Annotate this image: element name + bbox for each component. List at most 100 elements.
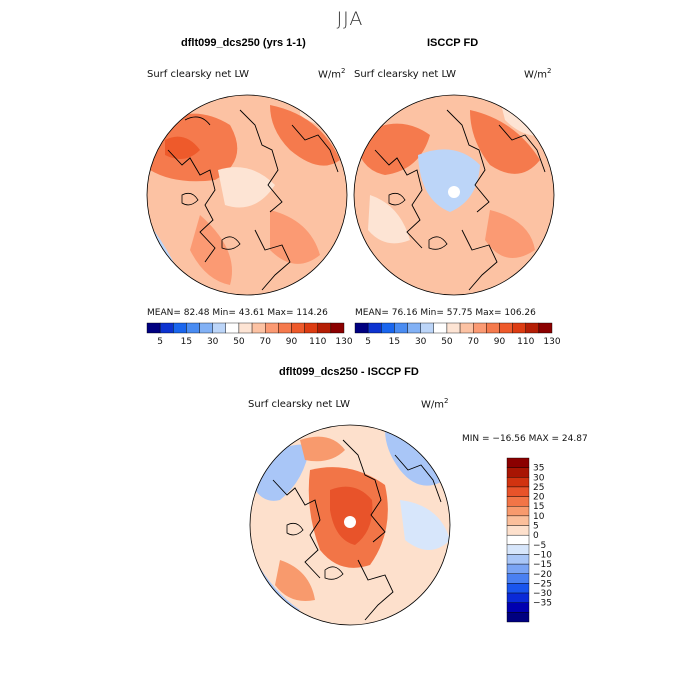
panel1-colorbar-tick-label: 130 [335,337,352,347]
panel2-colorbar-swatch [420,322,434,334]
panel1-stats: MEAN= 82.48 Min= 43.61 Max= 114.26 [147,308,328,318]
panel3-colorbar-swatch [506,467,530,478]
panel2-colorbar-swatch [367,322,382,334]
panel3-colorbar-tick-label: 10 [533,512,545,522]
panel1-colorbar: 5 15 30 50 70 90 110 130 [146,322,353,347]
panel2-colorbar-swatch [499,322,513,334]
panel2-colorbar-swatch [354,322,369,334]
panel1-colorbar-swatch [317,322,332,334]
panel3-colorbar-tick-label: −20 [533,570,552,580]
panel2-colorbar-swatch [538,322,553,334]
panel3-map-border [249,424,451,626]
panel1-colorbar-swatch [251,322,266,334]
panel1-colorbar-swatch [278,322,292,334]
panel3-colorbar-tick-label: 0 [533,531,539,541]
panel3-colorbar-swatch [506,554,530,565]
panel1-colorbar-swatch [330,322,345,334]
panel1-colorbar-tick-label: 5 [157,337,163,347]
panel3-colorbar-tick-label: −25 [533,579,552,589]
panel2-colorbar-tick-label: 90 [494,337,506,347]
panel3-colorbar-swatch [506,563,530,574]
panel1-map-border [146,94,348,296]
panel1-colorbar-swatch [291,322,305,334]
panel3-colorbar-swatch [506,506,530,517]
panel1-colorbar-swatch [186,322,200,334]
panel3-title: dflt099_dcs250 - ISCCP FD [279,366,419,378]
panel2-map-border [353,94,555,296]
panel1-colorbar-swatch [225,322,240,334]
panel1-colorbar-swatch [265,322,279,334]
panel1-title: dflt099_dcs250 (yrs 1-1) [181,37,306,49]
panel1-colorbar-tick-label: 110 [309,337,326,347]
panel3-colorbar-tick-label: 30 [533,473,545,483]
panel3-units: W/m2 [421,397,449,411]
panel2-colorbar-swatch [446,322,461,334]
panel2-title: ISCCP FD [427,37,479,49]
panel2-colorbar-swatch [512,322,526,334]
panel2-colorbar-swatch [459,322,474,334]
panel3-colorbar-tick-label: −35 [533,599,552,609]
panel3-colorbar-swatch [506,525,530,536]
panel3-colorbar-swatch [506,544,530,555]
panel3-variable: Surf clearsky net LW [248,399,351,410]
panel2-colorbar-tick-label: 15 [389,337,400,347]
panel3-colorbar-tick-label: 15 [533,502,544,512]
panel1-colorbar-swatch [238,322,253,334]
panel2-colorbar-tick-label: 5 [365,337,371,347]
panel2-colorbar-tick-label: 30 [415,337,427,347]
panel3-colorbar-tick-label: −10 [533,550,552,560]
panel1-variable: Surf clearsky net LW [147,69,250,80]
panel2-colorbar-swatch [473,322,487,334]
panel1-colorbar-tick-label: 15 [181,337,192,347]
panel3-map [250,425,450,625]
panel3-colorbar-swatch [506,534,530,546]
panel2-colorbar-swatch [394,322,408,334]
panel2-colorbar-swatch [525,322,540,334]
panel1-colorbar-swatch [212,322,227,334]
panel3-colorbar-swatch [506,602,530,613]
panel3-colorbar-tick-label: 35 [533,464,544,474]
panel1-colorbar-tick-label: 30 [207,337,219,347]
panel3-stats: MIN = −16.56 MAX = 24.87 [462,434,588,444]
panel3-colorbar-tick-label: 20 [533,493,545,503]
panel2-colorbar-tick-label: 70 [467,337,479,347]
panel3-colorbar-swatch [506,573,530,584]
panel2-map [354,95,554,295]
panel2-colorbar-swatch [433,322,448,334]
panel3-colorbar-swatch [506,486,530,497]
panel3-colorbar-swatch [506,496,530,507]
panel3-colorbar-swatch [506,477,530,488]
panel1-colorbar-swatch [159,322,174,334]
panel1-colorbar-swatch [146,322,161,334]
panel3-colorbar-tick-label: −5 [533,541,546,551]
panel3-colorbar-swatch [506,583,530,594]
panel1-colorbar-tick-label: 50 [233,337,245,347]
panel1-colorbar-tick-label: 90 [286,337,298,347]
panel2-colorbar-swatch [407,322,421,334]
panel2-variable: Surf clearsky net LW [354,69,457,80]
panel1-colorbar-tick-label: 70 [259,337,271,347]
panel2-stats: MEAN= 76.16 Min= 57.75 Max= 106.26 [355,308,536,318]
panel1-colorbar-swatch [304,322,318,334]
panel3-colorbar-swatch [506,515,530,526]
panel2-colorbar-swatch [381,322,395,334]
panel2-colorbar: 5 15 30 50 70 90 110 130 [354,322,561,347]
panel1-units: W/m2 [318,67,346,81]
season-title: JJA [336,8,364,30]
panel3-colorbar-tick-label: 25 [533,483,544,493]
panel1-colorbar-swatch [199,322,213,334]
panel3-colorbar-swatch [506,612,530,623]
panel2-colorbar-tick-label: 110 [517,337,534,347]
panel1-map [147,95,347,295]
panel2-colorbar-tick-label: 50 [441,337,453,347]
panel3-colorbar-swatch [506,592,530,603]
panel2-units: W/m2 [524,67,552,81]
panel3-colorbar-swatch [506,457,530,468]
panel3-colorbar-tick-label: 5 [533,522,539,532]
panel2-colorbar-swatch [486,322,500,334]
panel3-colorbar-tick-label: −30 [533,589,552,599]
panel2-colorbar-tick-label: 130 [543,337,560,347]
panel3-colorbar-tick-label: −15 [533,560,552,570]
